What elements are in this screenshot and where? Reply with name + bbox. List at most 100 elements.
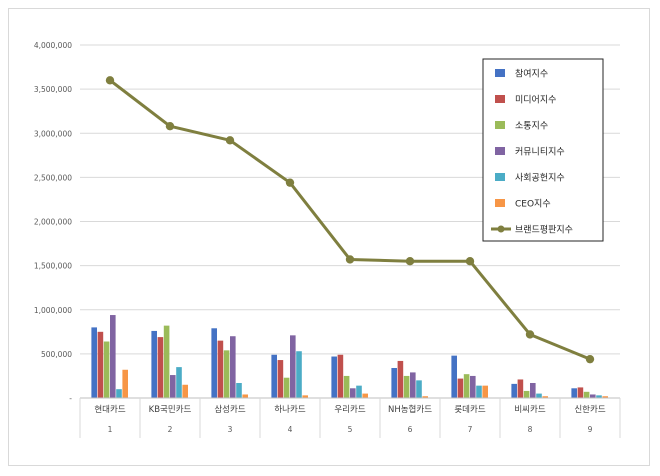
bar-4-4 xyxy=(290,335,296,398)
bar-4-5 xyxy=(350,388,356,398)
bar-6-6 xyxy=(422,396,428,398)
bar-3-4 xyxy=(283,377,290,398)
category-label: 우리카드 xyxy=(334,405,365,415)
chart-frame: - 500,000 1,000,000 1,500,000 2,000,000 2,500… xyxy=(8,8,650,466)
legend-label: 참여지수 xyxy=(515,68,548,80)
bar-3-5 xyxy=(343,375,350,398)
bar-3-8 xyxy=(523,390,530,398)
bar-1-2 xyxy=(151,330,157,398)
line-point-8 xyxy=(525,330,535,339)
line-point-2 xyxy=(165,121,175,131)
bar-2-9 xyxy=(577,387,584,398)
category-label: NH농협카드 xyxy=(388,404,432,415)
bar-2-1 xyxy=(97,331,104,398)
category-number: 8 xyxy=(528,425,533,434)
line-point-7 xyxy=(465,257,475,266)
bar-2-8 xyxy=(517,379,524,398)
legend-swatch xyxy=(495,69,505,77)
bar-4-3 xyxy=(230,336,236,398)
legend-swatch xyxy=(495,121,505,129)
bar-3-3 xyxy=(223,350,230,398)
category-label: 현대카드 xyxy=(94,405,125,415)
bar-6-4 xyxy=(302,395,308,398)
bar-1-8 xyxy=(511,383,517,398)
bar-1-6 xyxy=(391,367,397,398)
category-number: 2 xyxy=(168,425,173,434)
category-number: 1 xyxy=(108,425,113,434)
category-label: 신한카드 xyxy=(574,405,605,415)
legend-label: 사회공헌지수 xyxy=(515,173,565,184)
bar-1-9 xyxy=(571,388,577,398)
y-tick-label: 500,000 xyxy=(41,350,72,359)
line-point-6 xyxy=(405,257,415,266)
line-series xyxy=(105,76,595,364)
y-tick-label: 1,500,000 xyxy=(34,262,72,271)
legend-swatch xyxy=(495,173,505,181)
bar-series xyxy=(91,315,608,398)
bar-3-2 xyxy=(163,325,170,398)
bar-5-1 xyxy=(116,389,122,398)
y-tick-label: 4,000,000 xyxy=(34,41,72,50)
category-label: 롯데카드 xyxy=(454,405,485,415)
y-tick-label: 2,500,000 xyxy=(34,173,72,182)
bar-2-5 xyxy=(337,354,344,398)
bar-5-7 xyxy=(476,385,482,398)
line-point-5 xyxy=(345,255,355,264)
y-tick-label: 2,000,000 xyxy=(34,218,72,227)
x-axis: 현대카드 1 KB국민카드 2 삼성카드 3 하나카드 4 우리카드 5 NH농협카드 6 롯데카드 7 비… xyxy=(79,397,621,438)
bar-5-4 xyxy=(296,351,302,398)
bar-1-7 xyxy=(451,355,457,398)
bar-4-9 xyxy=(590,394,596,398)
legend-line-marker xyxy=(497,225,505,233)
bar-6-5 xyxy=(362,393,368,398)
legend-label: 브랜드평판지수 xyxy=(515,225,573,236)
category-number: 4 xyxy=(288,425,293,434)
category-label: 하나카드 xyxy=(274,404,305,415)
y-axis-ticks: - 500,000 1,000,000 1,500,000 2,000,000 2,500… xyxy=(34,41,72,403)
category-number: 5 xyxy=(348,425,353,434)
bar-6-8 xyxy=(542,396,548,398)
category-label: 비씨카드 xyxy=(514,405,545,415)
bar-4-2 xyxy=(170,375,176,398)
line-point-3 xyxy=(225,136,235,145)
bar-2-3 xyxy=(217,340,224,398)
legend-swatch xyxy=(495,95,505,103)
bar-5-8 xyxy=(536,393,542,398)
legend-label: 소통지수 xyxy=(515,121,548,132)
category-number: 3 xyxy=(228,425,233,434)
bar-6-9 xyxy=(602,396,608,398)
brand-reputation-chart: - 500,000 1,000,000 1,500,000 2,000,000 2,500… xyxy=(34,41,621,438)
bar-2-7 xyxy=(457,378,464,398)
bar-4-7 xyxy=(470,375,476,398)
bar-3-9 xyxy=(583,391,590,398)
bar-6-3 xyxy=(242,394,248,398)
line-point-9 xyxy=(585,354,595,364)
bar-4-1 xyxy=(110,315,116,398)
gridlines xyxy=(80,44,620,355)
y-tick-label: 3,500,000 xyxy=(34,85,72,94)
legend-label: CEO지수 xyxy=(515,199,551,210)
legend-label: 커뮤니티지수 xyxy=(515,147,565,158)
bar-1-3 xyxy=(211,328,217,398)
bar-3-1 xyxy=(103,341,110,398)
y-tick-label: - xyxy=(69,394,72,403)
bar-4-6 xyxy=(410,372,416,398)
y-tick-label: 1,000,000 xyxy=(34,306,72,315)
category-label: 삼성카드 xyxy=(214,404,245,415)
bar-5-6 xyxy=(416,380,422,398)
bar-2-6 xyxy=(397,360,404,398)
line-point-1 xyxy=(105,76,115,85)
category-label: KB국민카드 xyxy=(149,404,192,415)
bar-3-7 xyxy=(463,374,470,398)
bar-4-8 xyxy=(530,382,536,398)
bar-1-4 xyxy=(271,354,277,398)
legend-swatch xyxy=(495,147,505,155)
bar-6-2 xyxy=(182,384,188,398)
legend-swatch xyxy=(495,199,505,207)
bar-6-1 xyxy=(122,369,128,398)
bar-1-1 xyxy=(91,327,97,398)
bar-1-5 xyxy=(331,356,337,398)
bar-5-5 xyxy=(356,385,362,398)
bar-6-7 xyxy=(482,385,488,398)
